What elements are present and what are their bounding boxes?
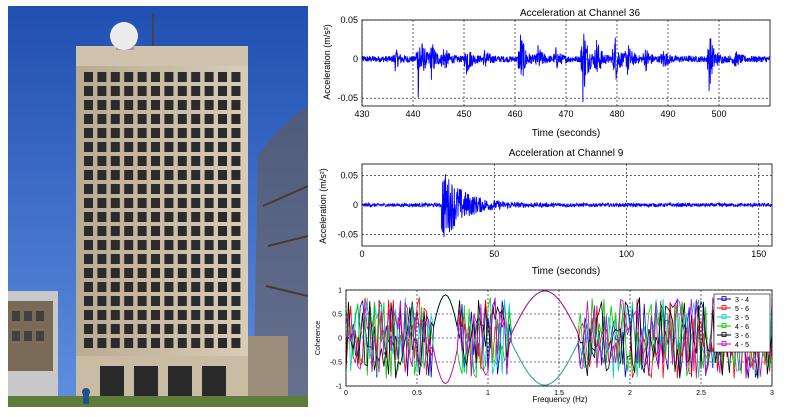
y-tick-label: 0 bbox=[353, 200, 358, 210]
x-tick-label: 440 bbox=[405, 109, 420, 119]
chart2-title: Acceleration at Channel 9 bbox=[509, 148, 624, 159]
legend-box bbox=[713, 293, 771, 353]
y-tick-label: 1 bbox=[338, 287, 342, 294]
coherence-series-line bbox=[345, 294, 773, 386]
x-tick-label: 490 bbox=[660, 109, 675, 119]
legend-marker bbox=[721, 323, 727, 328]
coherence-series-line bbox=[345, 290, 773, 385]
y-tick-label: -0.5 bbox=[330, 359, 342, 366]
chart3-xlabel: Frequency (Hz) bbox=[532, 395, 587, 404]
chart3-legend: 3 - 4 5 - 6 3 - 5 4 - 6 3 - 6 4 - 5 bbox=[713, 293, 771, 353]
y-tick-label: -0.05 bbox=[337, 229, 358, 239]
x-tick-label: 50 bbox=[489, 249, 499, 259]
legend-label: 3 - 5 bbox=[735, 315, 749, 322]
chart1-xlabel: Time (seconds) bbox=[532, 128, 601, 139]
channel-9-acceleration-chart: Acceleration at Channel 9 Acceleration (… bbox=[318, 148, 773, 277]
chart2-frame bbox=[361, 163, 773, 247]
x-tick-label: 480 bbox=[609, 109, 624, 119]
x-tick-label: 3 bbox=[770, 390, 774, 397]
x-tick-label: 2.5 bbox=[696, 390, 706, 397]
chart1-title: Acceleration at Channel 36 bbox=[520, 8, 641, 19]
x-tick-label: 150 bbox=[751, 249, 766, 259]
legend-label: 5 - 6 bbox=[735, 306, 749, 313]
chart3-ylabel: Coherence bbox=[315, 321, 322, 355]
y-tick-label: 0 bbox=[338, 335, 342, 342]
x-tick-label: 430 bbox=[354, 109, 369, 119]
tower-windows bbox=[84, 72, 241, 348]
x-tick-label: 0.5 bbox=[412, 390, 422, 397]
chart1-ylabel: Acceleration (m/s²) bbox=[322, 24, 332, 100]
legend-label: 4 - 6 bbox=[735, 324, 749, 331]
y-tick-label: -1 bbox=[336, 383, 342, 390]
y-tick-label: 0.05 bbox=[340, 15, 358, 25]
x-tick-label: 500 bbox=[711, 109, 726, 119]
chart3-frame bbox=[345, 289, 773, 387]
chart1-frame bbox=[361, 19, 771, 107]
chart3-plot-area: 0 0.5 1 1.5 2 2.5 3 1 0.5 0 -0.5 -1 bbox=[330, 287, 774, 397]
legend-marker bbox=[721, 341, 727, 346]
x-tick-label: 1.5 bbox=[554, 390, 564, 397]
channel-36-series-line bbox=[361, 33, 770, 103]
building-photo bbox=[8, 6, 308, 407]
legend-label: 3 - 6 bbox=[735, 333, 749, 340]
x-tick-label: 0 bbox=[344, 390, 348, 397]
coherence-chart: Coherence Frequency (Hz) 0 0.5 1 1.5 2 2.5 310… bbox=[315, 287, 774, 404]
x-tick-label: 100 bbox=[619, 249, 634, 259]
x-tick-label: 460 bbox=[507, 109, 522, 119]
x-tick-label: 2 bbox=[628, 390, 632, 397]
x-tick-label: 0 bbox=[359, 249, 364, 259]
x-tick-label: 470 bbox=[558, 109, 573, 119]
legend-marker bbox=[721, 296, 727, 301]
y-tick-label: -0.05 bbox=[337, 93, 358, 103]
legend-label: 3 - 4 bbox=[735, 297, 749, 304]
x-tick-label: 1 bbox=[486, 390, 490, 397]
legend-label: 4 - 5 bbox=[735, 342, 749, 349]
x-tick-label: 450 bbox=[456, 109, 471, 119]
legend-marker bbox=[721, 332, 727, 337]
chart2-ylabel: Acceleration (m/s²) bbox=[318, 168, 328, 244]
channel-36-acceleration-chart: Acceleration at Channel 36 Acceleration … bbox=[322, 8, 771, 139]
y-tick-label: 0 bbox=[353, 54, 358, 64]
chart1-plot-area: 430 440 450 460 470 480 490 500 0.05 0 -0.05 bbox=[337, 15, 771, 119]
legend-marker bbox=[721, 305, 727, 310]
y-tick-label: 0.5 bbox=[332, 311, 342, 318]
channel-9-series-line bbox=[361, 174, 773, 238]
legend-marker bbox=[721, 314, 727, 319]
y-tick-label: 0.05 bbox=[340, 171, 358, 181]
chart2-xlabel: Time (seconds) bbox=[532, 266, 601, 277]
